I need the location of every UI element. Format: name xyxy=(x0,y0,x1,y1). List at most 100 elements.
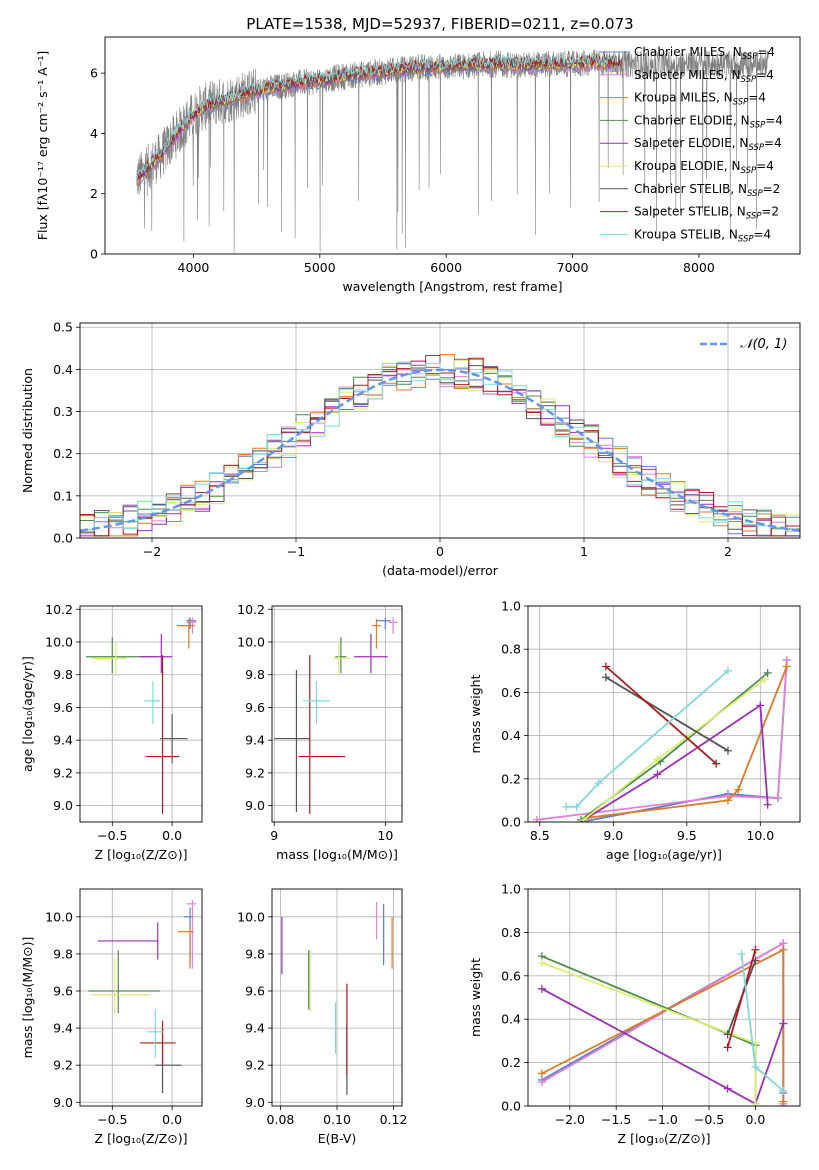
normal-curve xyxy=(80,368,800,532)
errorbar-chabrier_elodie xyxy=(335,637,347,674)
errorbar-chabrier_miles xyxy=(376,617,391,629)
weight-marker-kroupa_stelib xyxy=(751,1062,760,1071)
y-tick-label: 9.0 xyxy=(53,798,73,813)
y-axis-label: mass [log₁₀(M/M⊙)] xyxy=(20,937,35,1059)
errorbar-chabrier_miles xyxy=(186,617,197,629)
weight-line-salpeter_stelib xyxy=(605,665,717,765)
x-tick-label: −2.0 xyxy=(555,1112,585,1127)
legend-label: Salpeter MILES, NSSP=4 xyxy=(634,68,774,85)
y-axis-label: Flux [fλ10⁻¹⁷ erg cm⁻² s⁻¹ A⁻¹] xyxy=(35,51,50,240)
errorbar-salpeter_elodie xyxy=(97,922,159,960)
errorbar-kroupa_stelib xyxy=(303,681,330,724)
x-tick-label: 0.0 xyxy=(162,828,182,843)
y-tick-label: 9.8 xyxy=(245,667,265,682)
plot-area xyxy=(80,354,800,537)
x-tick-label: 10.0 xyxy=(746,828,774,843)
weight-marker-kroupa_elodie xyxy=(653,755,662,764)
y-axis-label: age [log₁₀(age/yr)] xyxy=(20,656,35,772)
errorbar-kroupa_stelib xyxy=(146,1009,164,1058)
x-tick-label: 0.12 xyxy=(380,1112,408,1127)
x-tick-label: 0.0 xyxy=(162,1112,182,1127)
y-tick-label: 9.0 xyxy=(53,1095,73,1110)
x-tick-label: 9.0 xyxy=(603,828,623,843)
y-tick-label: 0.4 xyxy=(53,362,73,377)
weight-marker-salpeter_elodie xyxy=(653,770,662,779)
x-tick-label: −0.5 xyxy=(97,828,127,843)
axes-frame xyxy=(271,888,403,1107)
errorbar-salpeter_elodie xyxy=(354,633,388,674)
x-axis-label: (data-model)/error xyxy=(382,563,499,578)
errorbar-salpeter_stelib xyxy=(139,1020,176,1066)
weight-marker-chabrier_stelib xyxy=(723,1030,732,1039)
y-tick-label: 9.8 xyxy=(53,946,73,961)
x-tick-label: 8000 xyxy=(683,260,715,275)
x-tick-label: 6000 xyxy=(430,260,462,275)
weight-marker-kroupa_miles xyxy=(734,785,743,794)
x-tick-label: −1 xyxy=(287,544,305,559)
weight-marker-salpeter_stelib xyxy=(723,1043,732,1052)
legend-label: Kroupa ELODIE, NSSP=4 xyxy=(634,159,774,176)
legend-label: Kroupa MILES, NSSP=4 xyxy=(634,91,766,108)
axes-frame xyxy=(79,888,203,1107)
legend-label: Chabrier MILES, NSSP=4 xyxy=(634,45,775,62)
y-tick-label: 0.0 xyxy=(53,531,73,546)
weight-line-kroupa_stelib xyxy=(566,670,729,808)
y-tick-label: 1.0 xyxy=(501,882,521,897)
weight-marker-salpeter_elodie xyxy=(763,800,772,809)
errorbar-kroupa_elodie xyxy=(90,957,151,1014)
axes-frame xyxy=(104,36,801,255)
x-tick-label: 10 xyxy=(377,828,393,843)
errorbar-kroupa_miles xyxy=(176,619,195,649)
y-tick-label: 0.6 xyxy=(501,685,521,700)
errorbar-salpeter_miles xyxy=(186,900,197,969)
y-tick-label: 0.2 xyxy=(53,446,73,461)
model-spectrum-chabrier_miles xyxy=(136,61,617,187)
y-tick-label: 9.6 xyxy=(245,700,265,715)
weight-line-salpeter_stelib xyxy=(726,949,757,1048)
x-axis-label: Z [log₁₀(Z/Z⊙)] xyxy=(95,847,188,862)
legend-label: Chabrier STELIB, NSSP=2 xyxy=(634,182,780,199)
weight-marker-salpeter_elodie xyxy=(756,701,765,710)
axes-frame xyxy=(79,322,801,539)
x-axis-label: age [log₁₀(age/yr)] xyxy=(606,847,722,862)
y-tick-label: 9.0 xyxy=(245,1095,265,1110)
y-tick-label: 9.4 xyxy=(53,733,73,748)
weight-marker-kroupa_stelib xyxy=(562,802,571,811)
figure-title: PLATE=1538, MJD=52937, FIBERID=0211, z=0… xyxy=(246,15,633,33)
y-tick-label: 0.4 xyxy=(501,1012,521,1027)
errorbar-kroupa_miles xyxy=(372,619,381,649)
y-tick-label: 0 xyxy=(90,247,98,262)
x-tick-label: 0 xyxy=(436,544,444,559)
y-tick-label: 4 xyxy=(90,126,98,141)
weight-marker-kroupa_stelib xyxy=(572,802,581,811)
weight-line-salpeter_miles xyxy=(536,659,788,821)
panel-age-weight: 8.5 9.0 9.5 10.0 0.0 0.2 0.4 0.6 0.8 1.0 age [log₁… xyxy=(468,599,801,862)
plot-area xyxy=(274,617,398,814)
errorbar-salpeter_elodie xyxy=(139,633,173,674)
x-axis-label: mass [log₁₀(M/M⊙)] xyxy=(276,847,398,862)
weight-line-chabrier_stelib xyxy=(605,676,729,752)
plot-area xyxy=(136,49,769,253)
x-tick-label: −1.0 xyxy=(647,1112,677,1127)
x-tick-label: 1 xyxy=(580,544,588,559)
y-tick-label: 0.8 xyxy=(501,642,521,657)
panel-mass-age: 9 10 9.0 9.2 9.4 9.6 9.8 10.0 10.2 mass [log₁₀(M/… xyxy=(237,602,403,862)
model-spectrum-kroupa_elodie xyxy=(136,56,618,178)
weight-marker-salpeter_stelib xyxy=(601,662,610,671)
weight-marker-salpeter_elodie xyxy=(779,1019,788,1028)
x-axis-label: wavelength [Angstrom, rest frame] xyxy=(342,279,562,294)
errorbar-chabrier_stelib xyxy=(160,714,188,764)
y-tick-label: 9.4 xyxy=(53,1021,73,1036)
y-tick-label: 9.4 xyxy=(245,1021,265,1036)
y-tick-label: 9.6 xyxy=(53,984,73,999)
x-tick-label: 0.10 xyxy=(323,1112,351,1127)
y-tick-label: 0.0 xyxy=(501,1099,521,1114)
panel-Z-weight: −2.0 −1.5 −1.0 −0.5 0.0 0.0 0.2 0.4 0.6 0.8 1.0 Z [… xyxy=(468,882,801,1146)
y-tick-label: 6 xyxy=(90,66,98,81)
y-axis-label: Normed distribution xyxy=(20,368,35,493)
legend-label: Salpeter STELIB, NSSP=2 xyxy=(634,205,779,222)
panel-spectrum: 4000 5000 6000 7000 8000 0 2 4 6 wavelength [Angs… xyxy=(35,36,801,294)
y-tick-label: 9.4 xyxy=(245,733,265,748)
panel-ebv-mass: 0.08 0.10 0.12 9.0 9.2 9.4 9.6 9.8 10.0 E(B-V) xyxy=(237,888,408,1146)
x-tick-label: −0.5 xyxy=(97,1112,127,1127)
